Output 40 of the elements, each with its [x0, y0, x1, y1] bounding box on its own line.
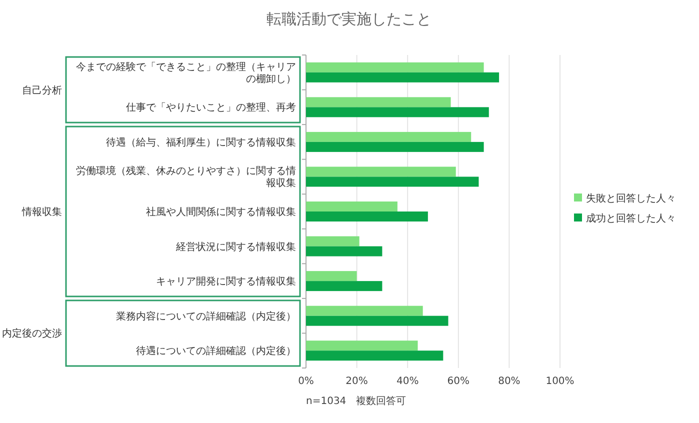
y-tick-label: 今までの経験で「できること」の整理（キャリアの棚卸し） — [76, 60, 296, 85]
bar — [306, 202, 398, 212]
bar — [306, 107, 489, 118]
bar — [306, 142, 484, 152]
bar — [306, 350, 444, 361]
bar — [306, 246, 382, 256]
legend-label: 成功と回答した人々 — [586, 212, 676, 224]
x-tick-label: 60% — [447, 376, 470, 387]
bar — [306, 236, 360, 246]
x-tick-label: 0% — [298, 376, 314, 387]
y-tick-label: 労働環境（残業、休みのとりやすさ）に関する情報収集 — [76, 165, 296, 190]
y-tick-label: 待遇（給与、福利厚生）に関する情報収集 — [106, 136, 296, 148]
bar — [306, 212, 428, 222]
y-tick-label: 業務内容についての詳細確認（内定後） — [116, 310, 296, 322]
bar — [306, 176, 479, 187]
legend-label: 失敗と回答した人々 — [586, 192, 676, 204]
y-tick-label: キャリア開発に関する情報収集 — [156, 276, 296, 288]
x-tick-label: 20% — [346, 376, 368, 387]
bar — [306, 97, 451, 108]
bar — [306, 271, 357, 282]
bar — [306, 281, 382, 292]
chart-title: 転職活動で実施したこと — [266, 10, 432, 28]
y-tick-label: 待遇についての詳細確認（内定後） — [136, 345, 296, 358]
x-tick-label: 80% — [498, 376, 520, 387]
x-tick-label: 100% — [546, 376, 574, 387]
text: 自己分析 — [22, 84, 62, 96]
text: 内定後の交渉 — [2, 328, 62, 340]
bar — [306, 316, 448, 326]
bar — [306, 62, 484, 72]
bar — [306, 340, 418, 351]
x-tick-label: 40% — [396, 376, 419, 387]
bar — [306, 72, 500, 82]
text: n=1034 複数回答可 — [306, 395, 406, 407]
bar — [306, 306, 423, 316]
y-tick-label: 経営状況に関する情報収集 — [175, 240, 296, 253]
y-tick-label: 仕事で「やりたいこと」の整理、再考 — [126, 102, 296, 114]
bar — [306, 166, 456, 177]
text: 情報収集 — [21, 206, 62, 218]
y-tick-label: 社風や人間関係に関する情報収集 — [146, 206, 296, 218]
bar — [306, 132, 472, 142]
